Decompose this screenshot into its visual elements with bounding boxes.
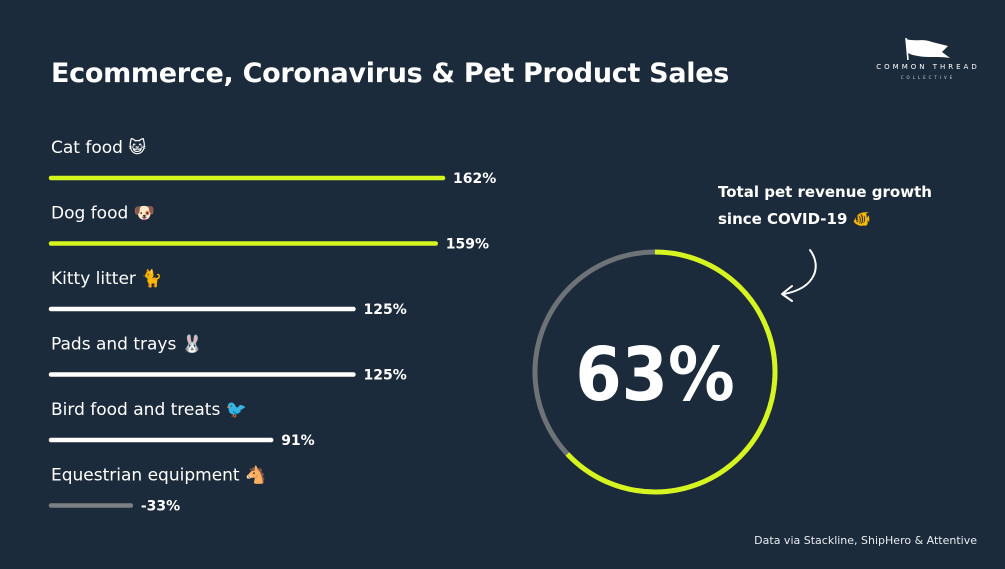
value-label: 162% [453, 171, 496, 187]
category-label: Equestrian equipment 🐴 [51, 465, 266, 486]
ring-caption-line1: Total pet revenue growth [718, 183, 932, 201]
ring-value: 63% [575, 332, 734, 418]
chart-title: Ecommerce, Coronavirus & Pet Product Sal… [51, 58, 729, 89]
source-note: Data via Stackline, ShipHero & Attentive [754, 534, 977, 547]
logo-wordmark: COMMON THREAD [876, 63, 980, 71]
flag-icon [905, 37, 950, 61]
category-label: Cat food 😺 [51, 137, 146, 158]
curved-arrow-icon [781, 249, 817, 302]
ring-caption: Total pet revenue growth since COVID-19 … [718, 179, 932, 233]
category-label: Pads and trays 🐰 [51, 334, 203, 355]
ring-progress [532, 249, 778, 495]
category-label: Dog food 🐶 [51, 204, 155, 224]
value-label: 125% [363, 368, 406, 384]
category-label: Bird food and treats 🐦 [51, 400, 247, 420]
ring-caption-line2: since COVID-19 🐠 [718, 210, 872, 228]
value-label: 91% [281, 433, 315, 449]
value-label: 125% [363, 302, 406, 318]
value-label: -33% [141, 499, 180, 515]
category-label: Kitty litter 🐈 [51, 268, 162, 289]
logo-subline: COLLECTIVE [900, 75, 956, 80]
value-label: 159% [446, 237, 489, 253]
